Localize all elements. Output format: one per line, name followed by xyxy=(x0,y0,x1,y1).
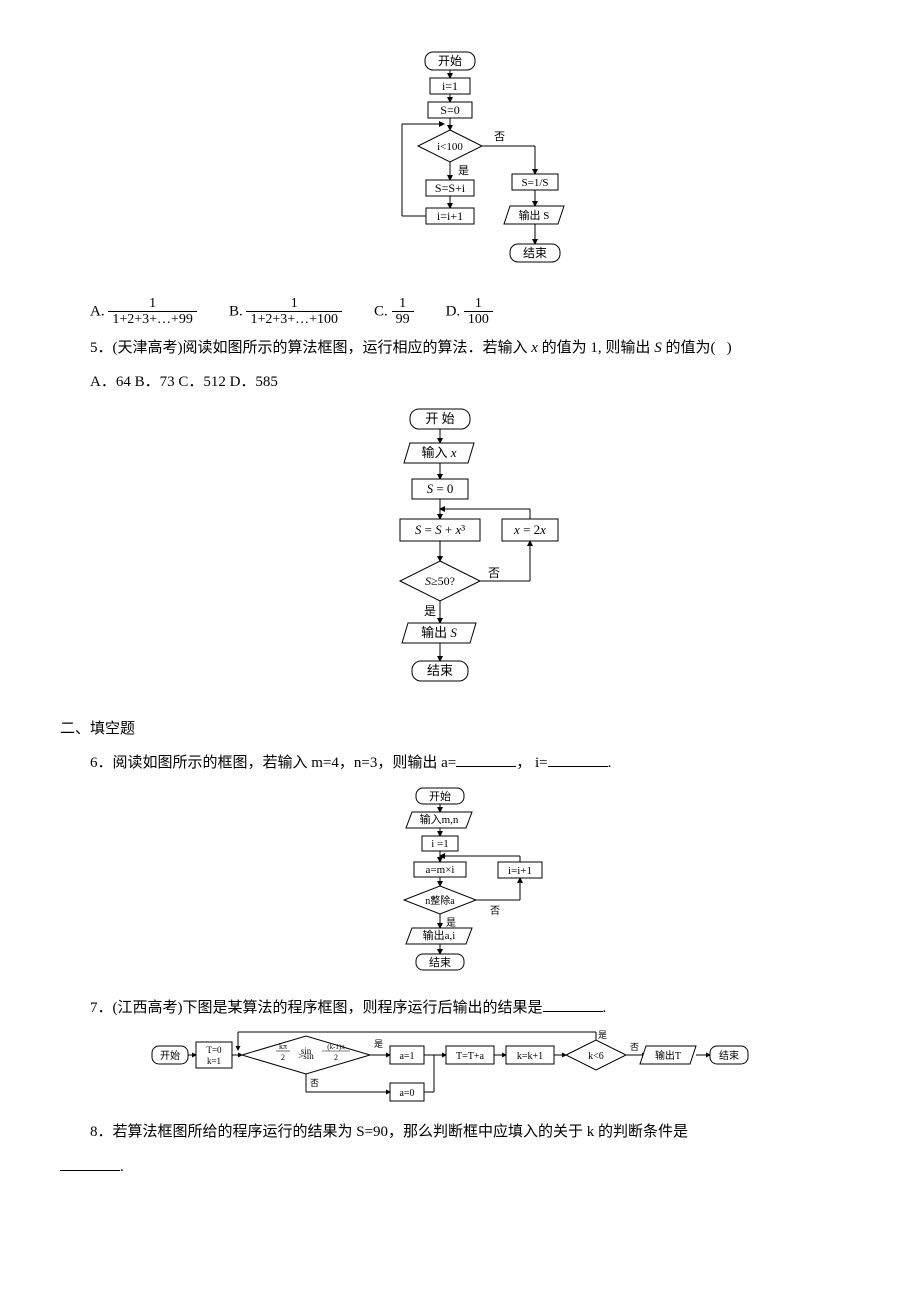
fc1-start: 开始 xyxy=(438,54,462,68)
svg-text:k<6: k<6 xyxy=(588,1051,604,1062)
opt-c: C. 199 xyxy=(374,296,414,328)
opt-d: D. 1100 xyxy=(446,296,493,328)
q6-blank-a xyxy=(456,751,516,767)
svg-text:S=0: S=0 xyxy=(440,103,459,117)
q8-period: . xyxy=(120,1159,124,1175)
q7-blank xyxy=(543,996,603,1012)
svg-text:x = 2x: x = 2x xyxy=(513,522,546,537)
svg-text:结束: 结束 xyxy=(523,246,547,260)
svg-text:输出a,i: 输出a,i xyxy=(423,928,456,942)
svg-text:i=i+1: i=i+1 xyxy=(437,209,463,223)
svg-text:a=0: a=0 xyxy=(399,1088,414,1099)
svg-text:输入m,n: 输入m,n xyxy=(420,812,459,826)
svg-text:a=m×i: a=m×i xyxy=(426,864,455,876)
svg-text:是: 是 xyxy=(458,164,469,177)
svg-text:i=1: i=1 xyxy=(442,79,458,93)
opt-b: B. 11+2+3+…+100 xyxy=(229,296,342,328)
svg-text:输出 S: 输出 S xyxy=(519,208,550,222)
flowchart-q5: 开 始 输入 x S = 0 S = S + x³ S≥50? 否 是 x = … xyxy=(60,405,860,705)
q6-text: 6．阅读如图所示的框图，若输入 m=4，n=3，则输出 a=， i=. xyxy=(60,749,860,778)
opt-a: A. 11+2+3+…+99 xyxy=(90,296,197,328)
svg-text:否: 否 xyxy=(488,566,500,580)
flowchart-q6: 开始 输入m,n i =1 a=m×i n整除a 是 否 输出a,i 结束 i=… xyxy=(60,786,860,986)
svg-text:开 始: 开 始 xyxy=(425,411,454,426)
svg-text:否: 否 xyxy=(490,905,500,917)
q7-text: 7．(江西高考)下图是某算法的程序框图，则程序运行后输出的结果是. xyxy=(60,994,860,1023)
svg-text:否: 否 xyxy=(494,131,505,143)
q8-text: 8．若算法框图所给的程序运行的结果为 S=90，那么判断框中应填入的关于 k 的… xyxy=(60,1118,860,1147)
svg-text:n整除a: n整除a xyxy=(425,894,455,907)
svg-text:(k-1)π: (k-1)π xyxy=(327,1043,345,1051)
q5-options: A．64 B．73 C．512 D．585 xyxy=(60,368,860,397)
q4-options: A. 11+2+3+…+99 B. 11+2+3+…+100 C. 199 D.… xyxy=(60,296,860,328)
flowchart-q7-svg: 开始 T=0 k=1 sin kπ 2 >sin (k-1)π 2 是 否 a=… xyxy=(150,1030,770,1110)
svg-text:是: 是 xyxy=(446,917,456,929)
svg-text:结束: 结束 xyxy=(719,1049,739,1062)
svg-text:kπ: kπ xyxy=(279,1042,287,1051)
q6-blank-i xyxy=(548,751,608,767)
svg-text:S≥50?: S≥50? xyxy=(425,574,455,588)
flowchart-q6-svg: 开始 输入m,n i =1 a=m×i n整除a 是 否 输出a,i 结束 i=… xyxy=(340,786,580,986)
flowchart-q7: 开始 T=0 k=1 sin kπ 2 >sin (k-1)π 2 是 否 a=… xyxy=(60,1030,860,1110)
flowchart-q4: 开始 i=1 S=0 i<100 否 是 S=S+i i=i+1 S=1/S 输… xyxy=(60,48,860,288)
svg-text:i<100: i<100 xyxy=(437,141,463,153)
q5-text: 5．(天津高考)阅读如图所示的算法框图，运行相应的算法．若输入 x 的值为 1,… xyxy=(60,334,860,363)
section-2-heading: 二、填空题 xyxy=(60,715,860,744)
svg-text:S=1/S: S=1/S xyxy=(522,177,549,189)
svg-text:S = 0: S = 0 xyxy=(427,481,454,496)
svg-text:是: 是 xyxy=(374,1039,383,1049)
svg-text:结束: 结束 xyxy=(427,663,453,678)
svg-text:S=S+i: S=S+i xyxy=(435,181,466,195)
svg-text:T=T+a: T=T+a xyxy=(456,1051,484,1062)
svg-text:开始: 开始 xyxy=(160,1049,180,1062)
svg-text:i =1: i =1 xyxy=(431,838,449,850)
svg-text:输入 x: 输入 x xyxy=(421,445,456,460)
svg-text:k=1: k=1 xyxy=(207,1056,221,1066)
svg-text:输出T: 输出T xyxy=(655,1049,681,1062)
svg-text:S = S + x³: S = S + x³ xyxy=(415,522,465,537)
svg-text:否: 否 xyxy=(310,1078,319,1088)
svg-text:i=i+1: i=i+1 xyxy=(508,865,532,877)
svg-text:2: 2 xyxy=(334,1053,338,1062)
svg-text:结束: 结束 xyxy=(429,956,451,969)
svg-text:a=1: a=1 xyxy=(399,1051,414,1062)
svg-text:是: 是 xyxy=(424,604,436,618)
svg-text:2: 2 xyxy=(281,1053,285,1062)
flowchart-q5-svg: 开 始 输入 x S = 0 S = S + x³ S≥50? 否 是 x = … xyxy=(340,405,580,705)
svg-text:是: 是 xyxy=(598,1030,607,1040)
flowchart-q4-svg: 开始 i=1 S=0 i<100 否 是 S=S+i i=i+1 S=1/S 输… xyxy=(330,48,590,288)
svg-text:>sin: >sin xyxy=(298,1051,314,1061)
q8-blank xyxy=(60,1155,120,1171)
svg-text:T=0: T=0 xyxy=(206,1045,222,1055)
svg-text:否: 否 xyxy=(630,1042,639,1052)
svg-text:开始: 开始 xyxy=(429,789,451,803)
svg-text:k=k+1: k=k+1 xyxy=(517,1051,543,1062)
svg-text:输出 S: 输出 S xyxy=(421,625,457,640)
